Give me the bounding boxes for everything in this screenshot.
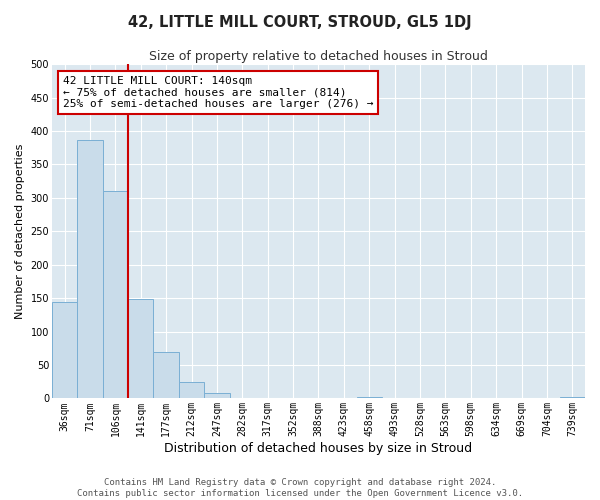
Y-axis label: Number of detached properties: Number of detached properties bbox=[15, 144, 25, 319]
Text: 42 LITTLE MILL COURT: 140sqm
← 75% of detached houses are smaller (814)
25% of s: 42 LITTLE MILL COURT: 140sqm ← 75% of de… bbox=[62, 76, 373, 109]
Text: 42, LITTLE MILL COURT, STROUD, GL5 1DJ: 42, LITTLE MILL COURT, STROUD, GL5 1DJ bbox=[128, 15, 472, 30]
Bar bbox=[356, 397, 382, 398]
Bar bbox=[154, 352, 179, 399]
X-axis label: Distribution of detached houses by size in Stroud: Distribution of detached houses by size … bbox=[164, 442, 473, 455]
Bar bbox=[560, 397, 585, 398]
Title: Size of property relative to detached houses in Stroud: Size of property relative to detached ho… bbox=[149, 50, 488, 63]
Bar bbox=[103, 191, 128, 398]
Bar bbox=[128, 300, 154, 398]
Bar bbox=[204, 393, 230, 398]
Bar bbox=[77, 140, 103, 398]
Bar bbox=[52, 302, 77, 398]
Text: Contains HM Land Registry data © Crown copyright and database right 2024.
Contai: Contains HM Land Registry data © Crown c… bbox=[77, 478, 523, 498]
Bar bbox=[179, 382, 204, 398]
